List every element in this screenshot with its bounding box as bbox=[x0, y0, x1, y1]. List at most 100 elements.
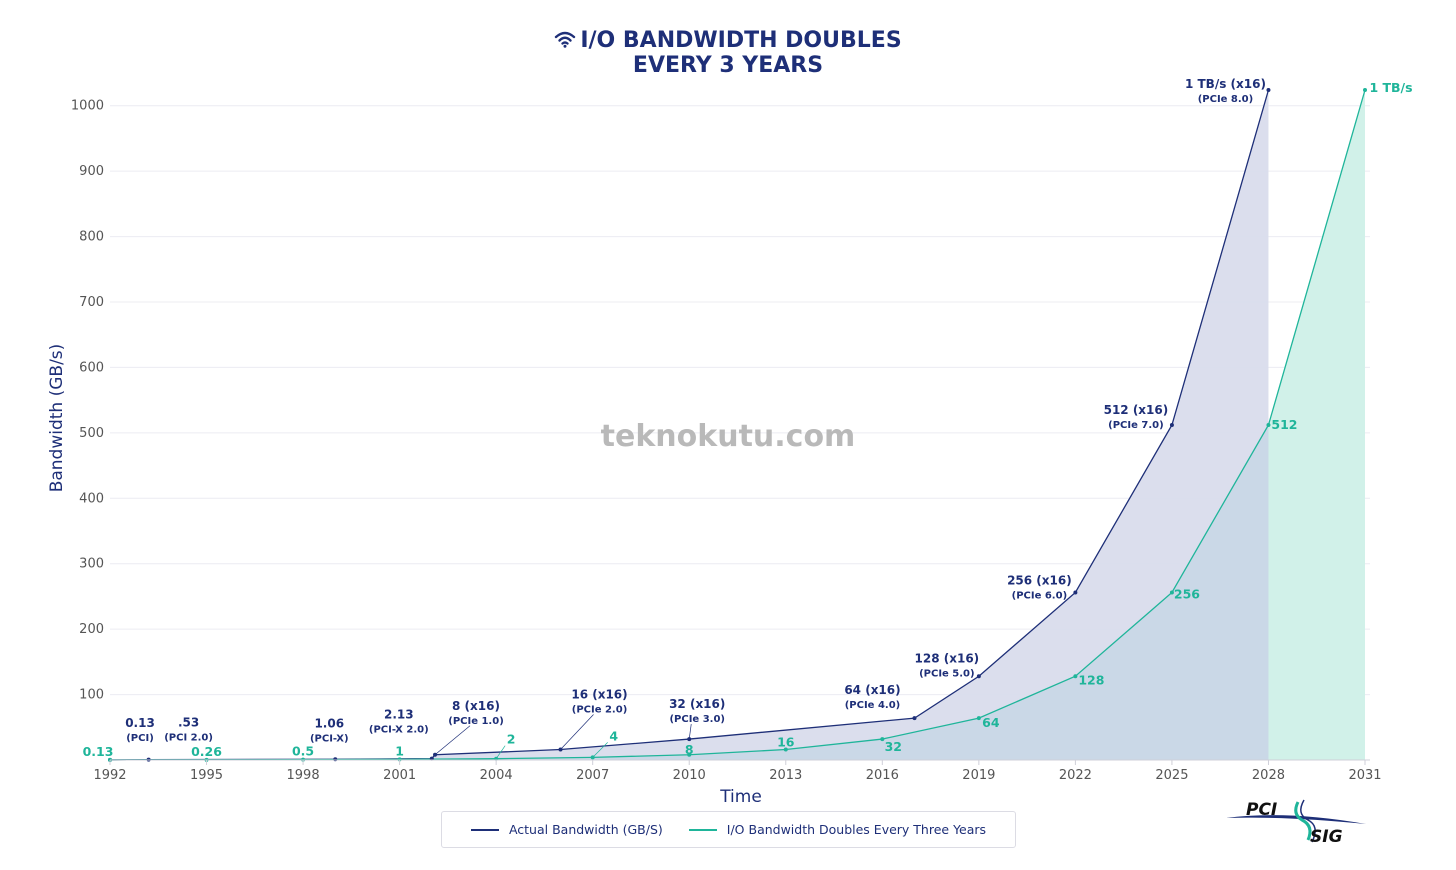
legend-swatch-actual bbox=[470, 828, 499, 831]
trend-point-label: 128 bbox=[1078, 672, 1104, 687]
trend-point-label: 2 bbox=[507, 732, 516, 747]
overlap-area bbox=[110, 425, 1269, 760]
actual-point bbox=[1073, 590, 1078, 595]
x-tick-label: 2031 bbox=[1348, 768, 1381, 783]
label-leader bbox=[688, 724, 692, 740]
y-tick-label: 100 bbox=[79, 688, 104, 703]
y-tick-label: 700 bbox=[79, 295, 104, 310]
actual-point-sublabel: (PCIe 6.0) bbox=[1012, 591, 1068, 602]
trend-point bbox=[783, 747, 788, 752]
actual-point-sublabel: (PCI-X) bbox=[310, 733, 349, 744]
trend-point-label: 0.5 bbox=[292, 744, 314, 759]
y-tick-label: 400 bbox=[79, 491, 104, 506]
logo-text-bottom: SIG bbox=[1310, 827, 1343, 847]
y-tick-label: 300 bbox=[79, 557, 104, 572]
legend-label-trend: I/O Bandwidth Doubles Every Three Years bbox=[726, 822, 987, 837]
x-tick-label: 2019 bbox=[962, 768, 995, 783]
actual-point-sublabel: (PCI-X 2.0) bbox=[369, 725, 429, 736]
x-axis-label: Time bbox=[719, 787, 762, 807]
actual-point-label: 1 TB/s (x16) bbox=[1185, 77, 1266, 91]
actual-point-sublabel: (PCIe 1.0) bbox=[448, 716, 504, 727]
trend-point bbox=[1363, 88, 1367, 92]
actual-point bbox=[976, 674, 981, 679]
x-tick-label: 1995 bbox=[190, 768, 223, 783]
x-tick-label: 1998 bbox=[287, 768, 320, 783]
actual-point-sublabel: (PCIe 8.0) bbox=[1198, 94, 1254, 105]
legend-item-trend[interactable]: I/O Bandwidth Doubles Every Three Years bbox=[688, 822, 987, 837]
actual-point-label: 64 (x16) bbox=[844, 683, 900, 697]
x-tick-label: 2025 bbox=[1155, 768, 1188, 783]
x-tick-label: 2022 bbox=[1059, 768, 1092, 783]
actual-point bbox=[1169, 423, 1174, 427]
trend-point bbox=[1266, 423, 1271, 427]
chart-axes: 100 200 300 400 500 600 700 800 900 1000 1992 1995 1… bbox=[71, 99, 1382, 783]
trend-point-label: 256 bbox=[1174, 587, 1200, 602]
trend-point-label: 0.13 bbox=[83, 744, 114, 759]
label-leader bbox=[592, 742, 608, 758]
label-leader bbox=[495, 745, 506, 759]
chart-marks: 0.13 (PCI) .53 (PCI 2.0) 1.06 (PCI-X) 2.13 (PCI… bbox=[83, 77, 1413, 762]
actual-point bbox=[1266, 88, 1271, 92]
trend-point-label: 16 bbox=[777, 735, 795, 750]
trend-point-label: 8 bbox=[685, 742, 694, 757]
legend-item-actual[interactable]: Actual Bandwidth (GB/S) bbox=[470, 822, 663, 837]
title-line-1: I/O BANDWIDTH DOUBLES bbox=[580, 28, 902, 53]
trend-point-label: 1 TB/s bbox=[1369, 80, 1412, 95]
actual-point bbox=[912, 716, 917, 721]
trend-point bbox=[1169, 590, 1174, 595]
trend-point bbox=[687, 752, 692, 757]
label-leader bbox=[560, 714, 594, 750]
x-tick-label: 2007 bbox=[576, 768, 609, 783]
y-tick-label: 900 bbox=[79, 164, 104, 179]
actual-point-label: 16 (x16) bbox=[571, 688, 627, 702]
logo-text-top: PCI bbox=[1246, 800, 1277, 820]
x-tick-label: 2004 bbox=[480, 768, 513, 783]
trend-point-label: 512 bbox=[1271, 417, 1297, 432]
actual-point-label: 2.13 bbox=[384, 708, 414, 722]
x-tick-label: 2013 bbox=[769, 768, 802, 783]
legend: Actual Bandwidth (GB/S) I/O Bandwidth Do… bbox=[441, 811, 1016, 848]
actual-point-label: .53 bbox=[178, 716, 199, 730]
label-leader bbox=[434, 725, 471, 756]
actual-point-sublabel: (PCI 2.0) bbox=[164, 733, 213, 744]
watermark: teknokutu.com bbox=[601, 419, 856, 454]
x-tick-label: 1992 bbox=[93, 768, 126, 783]
actual-point-sublabel: (PCIe 2.0) bbox=[572, 705, 628, 716]
y-tick-label: 500 bbox=[79, 426, 104, 441]
trend-point bbox=[976, 716, 981, 721]
actual-point-sublabel: (PCIe 4.0) bbox=[845, 700, 901, 711]
actual-point-sublabel: (PCIe 3.0) bbox=[669, 714, 725, 725]
chart-title: I/O BANDWIDTH DOUBLES EVERY 3 YEARS bbox=[0, 28, 1456, 78]
title-line-2: EVERY 3 YEARS bbox=[632, 53, 824, 78]
trend-point-label: 32 bbox=[885, 739, 902, 754]
grid-lines bbox=[110, 105, 1370, 696]
chart-areas bbox=[110, 90, 1365, 760]
y-tick-label: 600 bbox=[79, 360, 104, 375]
actual-point-sublabel: (PCIe 5.0) bbox=[919, 668, 975, 679]
x-tick-label: 2010 bbox=[673, 768, 706, 783]
pci-sig-logo: PCI SIG bbox=[1226, 799, 1366, 847]
actual-point-sublabel: (PCIe 7.0) bbox=[1108, 420, 1164, 431]
actual-point-label: 0.13 bbox=[125, 716, 155, 730]
actual-point-label: 512 (x16) bbox=[1104, 403, 1169, 417]
y-tick-label: 1000 bbox=[71, 99, 104, 114]
actual-point-label: 256 (x16) bbox=[1007, 574, 1072, 588]
actual-point-label: 128 (x16) bbox=[915, 651, 980, 665]
trend-point-label: 1 bbox=[395, 743, 404, 758]
trend-point-label: 64 bbox=[982, 715, 1000, 730]
x-tick-label: 2001 bbox=[383, 768, 416, 783]
actual-point-label: 32 (x16) bbox=[669, 697, 725, 711]
trend-point bbox=[1073, 674, 1078, 679]
trend-point-label: 0.26 bbox=[191, 744, 222, 759]
trend-point-label: 4 bbox=[609, 728, 618, 743]
y-axis-label: Bandwidth (GB/s) bbox=[47, 344, 67, 493]
actual-point-label: 8 (x16) bbox=[452, 699, 500, 713]
x-tick-label: 2016 bbox=[866, 768, 899, 783]
trend-point bbox=[880, 737, 885, 742]
legend-label-actual: Actual Bandwidth (GB/S) bbox=[508, 822, 663, 837]
actual-point-label: 1.06 bbox=[314, 716, 344, 730]
y-tick-label: 800 bbox=[79, 230, 104, 245]
y-tick-label: 200 bbox=[79, 622, 104, 637]
x-tick-label: 2028 bbox=[1252, 768, 1285, 783]
